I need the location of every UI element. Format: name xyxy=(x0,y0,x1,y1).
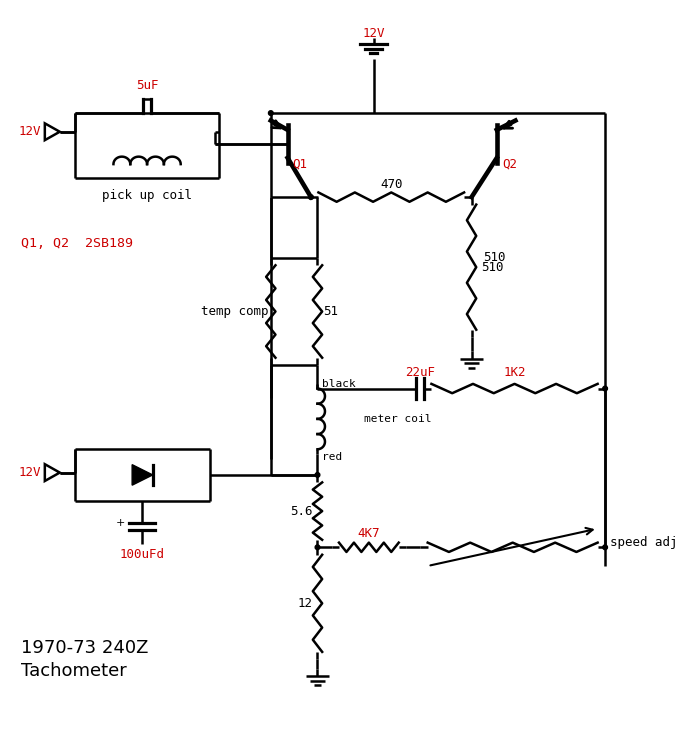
Text: speed adj: speed adj xyxy=(610,536,677,549)
Text: Q2: Q2 xyxy=(503,158,517,171)
Text: 470: 470 xyxy=(380,177,403,191)
Text: 100uFd: 100uFd xyxy=(120,548,165,562)
Text: 22uF: 22uF xyxy=(405,367,435,379)
Text: 51: 51 xyxy=(323,305,338,318)
Circle shape xyxy=(309,195,313,199)
Circle shape xyxy=(269,110,273,116)
Circle shape xyxy=(315,473,320,477)
Text: +: + xyxy=(116,518,126,528)
Circle shape xyxy=(602,545,607,550)
Text: meter coil: meter coil xyxy=(364,414,432,424)
Text: 12V: 12V xyxy=(362,27,385,40)
Text: red: red xyxy=(322,452,343,461)
Text: 510: 510 xyxy=(481,261,503,274)
Text: 12V: 12V xyxy=(18,125,41,138)
Circle shape xyxy=(602,386,607,391)
Text: temp comp: temp comp xyxy=(201,305,269,318)
Text: 12: 12 xyxy=(298,597,313,610)
Polygon shape xyxy=(132,464,153,485)
Text: 5uF: 5uF xyxy=(136,79,158,91)
Text: 1970-73 240Z
Tachometer: 1970-73 240Z Tachometer xyxy=(20,639,148,680)
Text: 12V: 12V xyxy=(18,466,41,479)
Text: 4K7: 4K7 xyxy=(358,527,380,539)
Text: Q1: Q1 xyxy=(292,158,307,171)
Text: 5.6: 5.6 xyxy=(290,505,313,517)
Text: Q1, Q2  2SB189: Q1, Q2 2SB189 xyxy=(20,237,133,250)
Text: black: black xyxy=(322,379,356,389)
Text: 510: 510 xyxy=(483,251,505,264)
Text: 1K2: 1K2 xyxy=(503,367,526,379)
Text: pick up coil: pick up coil xyxy=(102,188,192,202)
Circle shape xyxy=(315,545,320,550)
